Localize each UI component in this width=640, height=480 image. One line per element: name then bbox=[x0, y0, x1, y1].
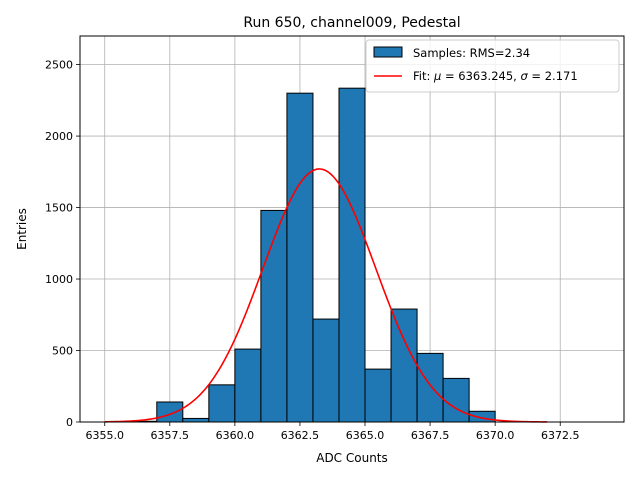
x-tick-label: 6372.5 bbox=[541, 429, 580, 442]
y-tick-label: 1000 bbox=[45, 273, 73, 286]
plot-frame bbox=[79, 35, 625, 423]
x-tick-label: 6355.0 bbox=[85, 429, 124, 442]
x-tick-label: 6365.0 bbox=[346, 429, 385, 442]
histogram-bar bbox=[338, 87, 366, 423]
legend-label-samples: Samples: RMS=2.34 bbox=[413, 46, 530, 60]
legend-box bbox=[365, 39, 620, 93]
x-tick-label: 6370.0 bbox=[476, 429, 515, 442]
histogram-bar bbox=[390, 308, 418, 423]
histogram-bar bbox=[156, 401, 184, 423]
legend-label-fit: Fit: μ = 6363.245, σ = 2.171 bbox=[413, 69, 578, 83]
y-tick-label: 500 bbox=[52, 345, 73, 358]
x-tick-label: 6357.5 bbox=[151, 429, 190, 442]
y-axis-label: Entries bbox=[15, 208, 29, 250]
y-tick-label: 1500 bbox=[45, 202, 73, 215]
x-tick-label: 6367.5 bbox=[411, 429, 450, 442]
x-tick-label: 6362.5 bbox=[281, 429, 320, 442]
x-tick-label: 6360.0 bbox=[216, 429, 255, 442]
histogram-bar bbox=[260, 209, 288, 423]
histogram-bars bbox=[130, 87, 496, 423]
histogram-bar bbox=[442, 377, 470, 423]
legend-swatch-samples bbox=[373, 46, 403, 58]
x-axis-label: ADC Counts bbox=[316, 451, 388, 465]
chart-title: Run 650, channel009, Pedestal bbox=[243, 15, 460, 31]
fit-curve bbox=[104, 168, 548, 423]
histogram-bar bbox=[182, 417, 210, 423]
y-tick-label: 2500 bbox=[45, 59, 73, 72]
histogram-bar bbox=[364, 368, 392, 423]
y-tick-label: 2000 bbox=[45, 130, 73, 143]
histogram-bar bbox=[208, 384, 236, 423]
x-axis-ticks: 6355.0 6357.5 6360.0 6362.5 6365.0 6367.5 6370… bbox=[85, 422, 579, 442]
histogram-bar bbox=[468, 410, 496, 423]
histogram-bar bbox=[416, 352, 444, 423]
histogram-bar bbox=[312, 318, 340, 423]
y-tick-label: 0 bbox=[66, 416, 73, 429]
histogram-bar bbox=[234, 348, 262, 423]
y-axis-ticks: 0 500 1000 1500 2000 2500 bbox=[45, 59, 80, 429]
histogram-bar bbox=[286, 92, 314, 423]
legend: Samples: RMS=2.34 Fit: μ = 6363.245, σ =… bbox=[365, 39, 620, 93]
